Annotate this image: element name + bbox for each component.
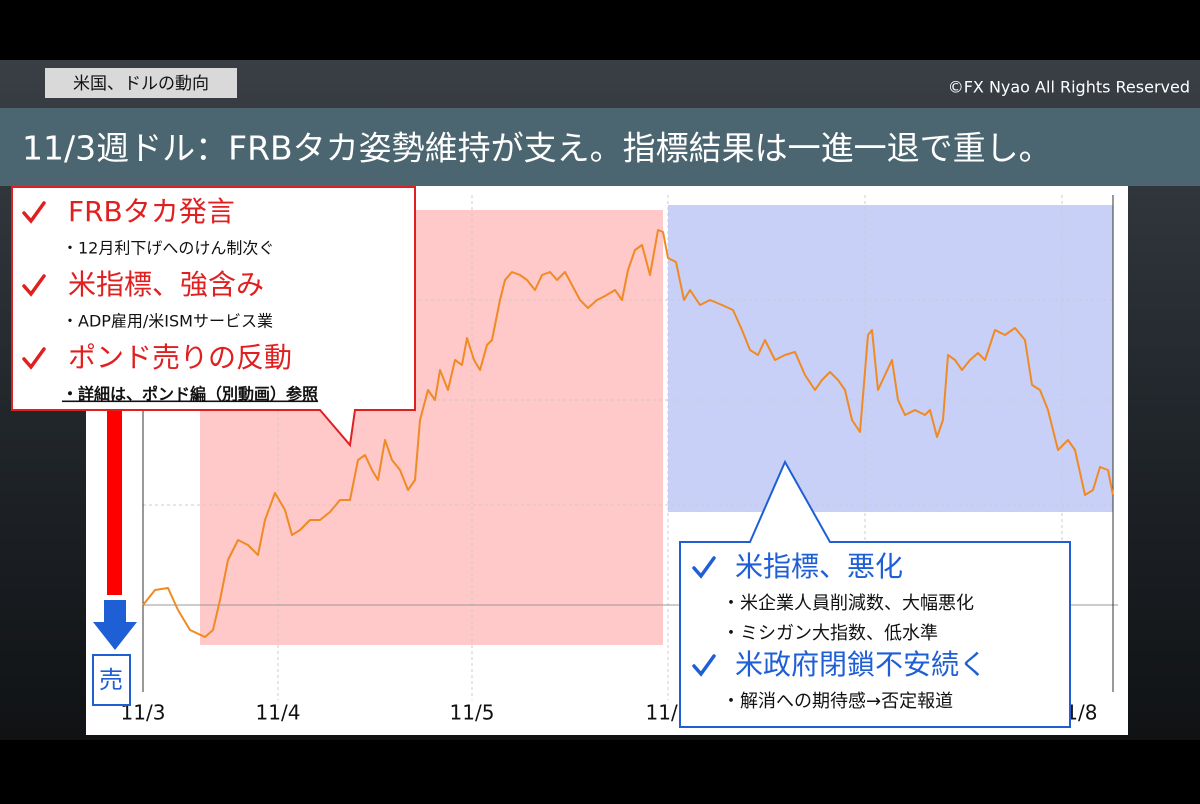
left-callout-items: FRBタカ発言・12月利下げへのけん制次ぐ米指標、強含み・ADP雇用/米ISMサ… <box>22 195 318 404</box>
price-line <box>142 229 1114 638</box>
callout-detail: ・詳細は、ポンド編（別動画）参照 <box>62 385 318 404</box>
callout-detail: ・ミシガン大指数、低水準 <box>722 623 938 644</box>
callout-detail: ・12月利下げへのけん制次ぐ <box>62 239 274 258</box>
callout-detail: ・米企業人員削減数、大幅悪化 <box>722 593 974 614</box>
callout-heading: FRBタカ発言 <box>68 195 235 228</box>
tag: 米国、ドルの動向 <box>73 74 209 94</box>
right-callout-items: 米指標、悪化・米企業人員削減数、大幅悪化・ミシガン大指数、低水準米政府閉鎖不安続… <box>692 550 987 712</box>
title-band <box>0 108 1200 186</box>
red-arrow-shaft <box>107 410 122 595</box>
x-label: 11/4 <box>256 701 301 725</box>
fall-zone <box>668 205 1113 512</box>
checkmark <box>22 347 46 370</box>
sell-label: 売 <box>99 666 123 694</box>
right-callout <box>679 459 1071 728</box>
callout-heading: 米指標、悪化 <box>735 550 903 583</box>
checkmark <box>22 274 46 297</box>
title: 11/3週ドル：FRBタカ姿勢維持が支え。指標結果は一進一退で重し。 <box>22 129 1052 168</box>
checkmark <box>22 201 46 224</box>
tag-box <box>45 68 237 98</box>
checkmark <box>692 654 716 677</box>
callout-heading: 米政府閉鎖不安続く <box>735 648 987 681</box>
callout-heading: 米指標、強含み <box>68 268 264 301</box>
callout-detail: ・解消への期待感→否定報道 <box>722 691 953 712</box>
copyright: ©FX Nyao All Rights Reserved <box>948 78 1190 97</box>
checkmark <box>692 556 716 579</box>
left-callout <box>11 186 416 448</box>
callout-heading: ポンド売りの反動 <box>68 341 292 374</box>
x-label: 11/5 <box>450 701 495 725</box>
callout-detail: ・ADP雇用/米ISMサービス業 <box>62 312 273 331</box>
sell-box <box>92 654 131 706</box>
blue-arrow <box>93 600 137 650</box>
